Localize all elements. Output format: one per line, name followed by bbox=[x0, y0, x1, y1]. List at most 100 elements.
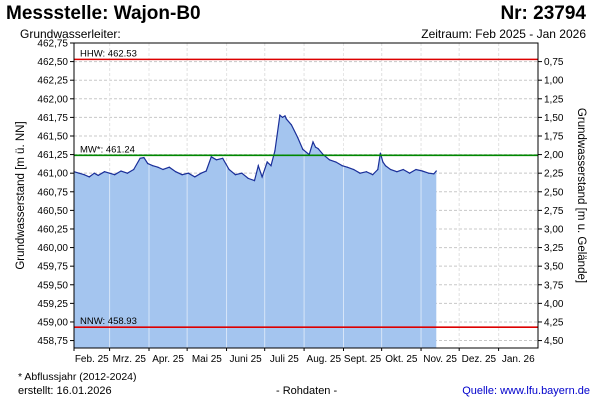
data-point bbox=[389, 168, 392, 171]
y-tick-label-left: 459,75 bbox=[37, 262, 68, 273]
y-tick-label-left: 461,50 bbox=[37, 131, 68, 142]
data-point bbox=[314, 146, 317, 148]
data-point bbox=[379, 152, 381, 154]
data-point bbox=[168, 166, 170, 168]
data-point bbox=[353, 168, 355, 171]
data-point bbox=[205, 170, 207, 172]
data-point bbox=[97, 174, 99, 176]
y-tick-label-left: 459,00 bbox=[37, 317, 68, 328]
y-tick-label-left: 462,75 bbox=[37, 39, 68, 50]
data-point bbox=[274, 150, 276, 152]
data-point bbox=[139, 157, 141, 159]
y-tick-label-right: 1,50 bbox=[544, 113, 564, 124]
x-tick-label: Jan. 26 bbox=[502, 354, 535, 365]
data-point bbox=[162, 168, 164, 171]
data-point bbox=[341, 165, 343, 167]
data-point bbox=[126, 172, 128, 174]
data-point bbox=[253, 180, 256, 182]
data-point bbox=[402, 168, 404, 171]
data-point bbox=[359, 172, 361, 174]
data-status: - Rohdaten - bbox=[276, 385, 338, 397]
y-tick-label-left: 460,25 bbox=[37, 224, 68, 235]
data-point bbox=[157, 166, 159, 168]
y-tick-label-left: 461,00 bbox=[37, 169, 68, 180]
data-point bbox=[281, 116, 284, 118]
reference-label-hhw: HHW: 462.53 bbox=[80, 48, 137, 59]
data-point bbox=[175, 171, 177, 173]
y-axis-title-left: Grundwasserstand [m ü. NN] bbox=[15, 121, 27, 269]
y-tick-label-right: 1,25 bbox=[544, 94, 564, 105]
data-point bbox=[372, 174, 374, 176]
data-point bbox=[377, 168, 379, 171]
data-point bbox=[302, 148, 304, 150]
data-point bbox=[234, 174, 236, 176]
y-tick-label-left: 459,25 bbox=[37, 299, 68, 310]
y-tick-label-left: 460,50 bbox=[37, 206, 68, 217]
y-tick-label-right: 4,25 bbox=[544, 317, 564, 328]
created-info: erstellt: 16.01.2026 bbox=[18, 385, 112, 397]
data-point bbox=[147, 162, 149, 165]
data-point bbox=[109, 172, 111, 174]
x-tick-label: Juli 25 bbox=[270, 354, 299, 365]
page-title: Messstelle: Wajon-B0 bbox=[6, 3, 201, 24]
series-area bbox=[74, 115, 437, 348]
data-point bbox=[396, 171, 398, 173]
y-tick-label-left: 461,75 bbox=[37, 113, 68, 124]
y-tick-label-right: 3,75 bbox=[544, 280, 564, 291]
data-point bbox=[257, 165, 259, 167]
station-number: Nr: 23794 bbox=[500, 3, 586, 24]
source-link[interactable]: www.lfu.bayern.de bbox=[500, 385, 590, 397]
data-point bbox=[103, 171, 106, 173]
y-tick-label-left: 459,50 bbox=[37, 280, 68, 291]
data-point bbox=[152, 165, 154, 167]
data-point bbox=[261, 176, 263, 178]
data-point bbox=[120, 170, 122, 172]
reference-label-nnw: NNW: 458.93 bbox=[80, 316, 137, 327]
data-point bbox=[312, 141, 314, 143]
data-point bbox=[328, 159, 331, 161]
data-point bbox=[215, 159, 217, 161]
data-point bbox=[200, 172, 202, 174]
data-point bbox=[270, 165, 272, 167]
data-point bbox=[210, 156, 212, 158]
data-point bbox=[346, 166, 348, 168]
y-tick-label-left: 462,25 bbox=[37, 76, 68, 87]
x-tick-label: Okt. 25 bbox=[385, 354, 418, 365]
data-point bbox=[241, 172, 243, 174]
created-date: 16.01.2026 bbox=[56, 385, 112, 397]
data-point bbox=[247, 177, 249, 179]
data-point bbox=[433, 173, 435, 175]
data-point bbox=[228, 168, 230, 171]
y-tick-label-right: 2,00 bbox=[544, 150, 564, 161]
created-label: erstellt: bbox=[18, 385, 54, 397]
data-point bbox=[279, 114, 281, 116]
data-point bbox=[88, 176, 90, 178]
y-tick-label-right: 4,50 bbox=[544, 336, 564, 347]
y-tick-label-left: 458,75 bbox=[37, 336, 68, 347]
data-point bbox=[194, 176, 196, 178]
data-point bbox=[317, 148, 319, 150]
y-tick-label-right: 2,50 bbox=[544, 187, 564, 198]
y-tick-label-right: 1,00 bbox=[544, 76, 564, 87]
y-tick-label-right: 4,00 bbox=[544, 299, 564, 310]
source-label: Quelle: bbox=[462, 385, 498, 397]
data-point bbox=[365, 171, 367, 173]
y-tick-label-right: 3,00 bbox=[544, 224, 564, 235]
data-point bbox=[384, 165, 387, 167]
y-tick-label-left: 460,00 bbox=[37, 243, 68, 254]
reference-label-mw: MW*: 461.24 bbox=[80, 144, 135, 155]
data-point bbox=[133, 168, 135, 171]
y-tick-label-left: 461,25 bbox=[37, 150, 68, 161]
data-point bbox=[290, 124, 292, 126]
y-tick-label-right: 2,75 bbox=[544, 206, 564, 217]
data-point bbox=[421, 170, 423, 172]
x-tick-label: Mai 25 bbox=[192, 354, 222, 365]
x-tick-label: Mrz. 25 bbox=[113, 354, 147, 365]
data-point bbox=[222, 157, 224, 159]
data-point bbox=[285, 118, 287, 120]
y-tick-label-right: 1,75 bbox=[544, 131, 564, 142]
y-tick-label-right: 0,75 bbox=[544, 57, 564, 68]
data-point bbox=[297, 136, 299, 139]
plot-frame bbox=[73, 42, 539, 349]
